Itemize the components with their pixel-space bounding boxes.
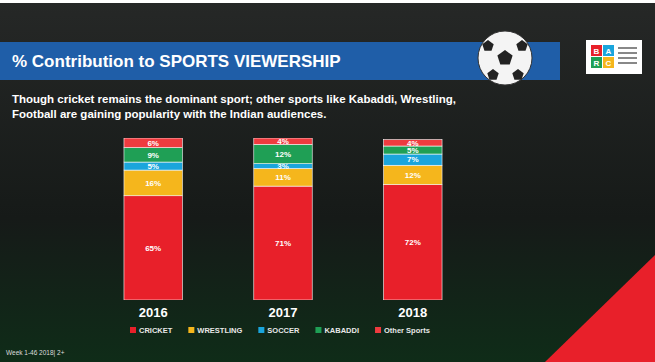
- logo-box: [586, 40, 642, 74]
- logo-square: [591, 45, 602, 56]
- legend-swatch: [375, 327, 381, 333]
- logo-square: [603, 45, 614, 56]
- legend-label: KABADDI: [324, 326, 359, 335]
- bar-segment: [384, 165, 442, 184]
- x-axis: 2016 2017 2018: [99, 300, 469, 320]
- bar-segment: [124, 162, 182, 170]
- x-tick-label: 2018: [398, 305, 427, 320]
- logo-square: [603, 57, 614, 68]
- background: [0, 0, 655, 362]
- data-label: 5%: [147, 162, 159, 171]
- legend-swatch: [258, 327, 264, 333]
- data-labels: 65%71%72%16%11%12%5%3%7%9%12%5%6%4%4%: [145, 137, 421, 253]
- data-label: 11%: [275, 173, 291, 182]
- data-label: 16%: [145, 179, 161, 188]
- logo-line: [618, 52, 637, 54]
- x-tick: 2016: [139, 300, 168, 320]
- legend-label: Other Sports: [384, 326, 430, 335]
- bar-segment: [254, 186, 312, 300]
- data-label: 9%: [147, 151, 159, 160]
- legend-label: CRICKET: [139, 326, 173, 335]
- football-patch: [497, 50, 512, 64]
- bar-segment: [384, 154, 442, 165]
- data-label: 7%: [407, 155, 419, 164]
- legend: CRICKET WRESTLING SOCCER KABADDI Other Sport…: [130, 326, 430, 335]
- legend-swatch: [315, 327, 321, 333]
- data-label: 72%: [405, 238, 421, 247]
- logo-letter: C: [606, 59, 612, 68]
- bar-segment: [254, 144, 312, 163]
- football-icon: [478, 31, 532, 85]
- x-tick-label: 2016: [139, 305, 168, 320]
- legend-swatch: [130, 327, 136, 333]
- legend-label: SOCCER: [267, 326, 300, 335]
- chart: % Contribution to SPORTS VIEWERSHIP BARC T…: [0, 0, 655, 362]
- corner-decoration: [545, 255, 655, 362]
- data-label: 71%: [275, 239, 291, 248]
- x-tick: 2017: [269, 300, 298, 320]
- bar-segment: [384, 185, 442, 300]
- football-patch: [516, 40, 527, 51]
- subtitle: Though cricket remains the dominant spor…: [12, 93, 456, 120]
- bar-segment: [124, 196, 182, 300]
- title-bar: [0, 42, 560, 80]
- logo: BARC: [586, 40, 642, 74]
- bar-segment: [124, 148, 182, 162]
- x-tick-label: 2017: [269, 305, 298, 320]
- logo-letter: R: [594, 59, 600, 68]
- data-label: 12%: [275, 150, 291, 159]
- data-label: 6%: [147, 139, 159, 148]
- data-label: 4%: [407, 139, 419, 148]
- legend-swatch: [188, 327, 194, 333]
- footnote: Week 1-46 2018| 2+: [6, 349, 65, 357]
- bar-segment: [124, 170, 182, 196]
- data-label: 3%: [277, 162, 289, 171]
- football: [478, 31, 532, 85]
- football-patch: [487, 69, 498, 80]
- logo-line: [618, 57, 637, 59]
- bars: [124, 138, 442, 300]
- logo-line: [618, 47, 637, 49]
- top-border: [0, 0, 655, 3]
- data-label: 4%: [277, 137, 289, 146]
- logo-letter: B: [594, 47, 600, 56]
- football-patch: [512, 69, 523, 80]
- bar-segment: [124, 138, 182, 148]
- logo-letter: A: [606, 47, 612, 56]
- logo-line: [618, 62, 637, 64]
- data-label: 12%: [405, 171, 421, 180]
- football-patch: [482, 40, 493, 51]
- logo-square: [591, 57, 602, 68]
- legend-label: WRESTLING: [197, 326, 242, 335]
- x-axis-line: [99, 300, 469, 301]
- x-tick: 2018: [398, 300, 427, 320]
- data-label: 65%: [145, 244, 161, 253]
- bar-segment: [254, 168, 312, 186]
- title: % Contribution to SPORTS VIEWERSHIP: [12, 52, 341, 71]
